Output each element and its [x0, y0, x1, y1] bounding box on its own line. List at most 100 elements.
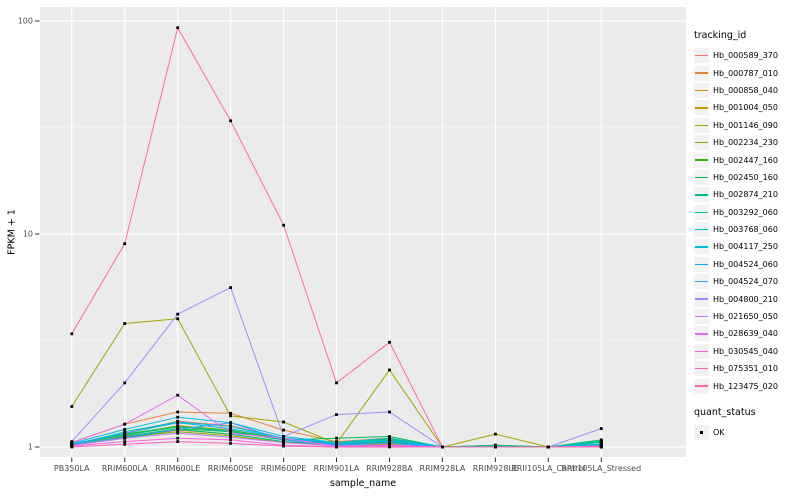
data-point	[229, 414, 232, 418]
data-point	[388, 410, 391, 414]
data-point	[176, 312, 180, 316]
legend-item-label: Hb_030545_040	[713, 346, 778, 356]
legend-key	[694, 361, 709, 377]
legend-item-Hb_004117_250: Hb_004117_250	[694, 238, 798, 255]
legend-item-Hb_001146_090: Hb_001146_090	[694, 117, 798, 134]
data-point	[123, 242, 127, 246]
legend-item-Hb_000589_370: Hb_000589_370	[694, 47, 798, 64]
legend-swatch-line	[695, 228, 708, 231]
legend-key	[694, 65, 709, 81]
legend-swatch-line	[695, 107, 708, 109]
legend-key	[694, 326, 709, 342]
legend-swatch-line	[695, 246, 708, 248]
legend-title-quant-status: quant_status	[694, 406, 756, 418]
legend-swatch-line	[695, 350, 708, 353]
data-point	[335, 441, 338, 444]
data-point	[70, 405, 74, 408]
data-point	[176, 431, 180, 435]
x-tick-label: RRIM600PE	[260, 464, 307, 473]
data-point	[282, 428, 285, 432]
legend-item-Hb_028639_040: Hb_028639_040	[694, 325, 798, 342]
data-point	[229, 286, 232, 289]
y-tick-label: 10	[22, 229, 33, 239]
data-point	[388, 445, 391, 449]
data-point	[388, 435, 391, 438]
data-point	[229, 429, 232, 433]
data-point	[70, 441, 74, 444]
data-point	[176, 430, 180, 434]
legend-swatch-line	[695, 281, 708, 283]
legend-swatch-line	[695, 194, 708, 196]
legend-item-label: Hb_002234_230	[713, 138, 778, 148]
legend-key	[694, 343, 709, 359]
legend-key	[694, 169, 709, 185]
legend-key	[694, 117, 709, 133]
data-point	[494, 432, 497, 436]
legend-item-label: Hb_000858_040	[713, 85, 778, 95]
data-point	[599, 445, 603, 449]
legend-key	[694, 222, 709, 238]
legend-key-ok	[694, 425, 709, 440]
legend-key	[694, 239, 709, 255]
data-point	[123, 422, 127, 426]
data-point	[176, 436, 180, 440]
legend-swatch-line	[695, 315, 708, 318]
legend-key	[694, 378, 709, 394]
data-point	[335, 413, 338, 416]
legend-title-tracking-id: tracking_id	[694, 30, 747, 41]
panel-background	[40, 7, 686, 457]
data-point	[599, 441, 603, 444]
legend-swatch-line	[695, 298, 708, 300]
data-point	[176, 410, 180, 414]
data-point	[229, 442, 232, 445]
data-point	[176, 421, 180, 425]
data-point	[282, 438, 285, 442]
x-tick-label: PB350LA	[53, 464, 90, 473]
data-point	[599, 439, 603, 443]
legend-item-label: Hb_028639_040	[713, 329, 778, 339]
data-point	[176, 440, 180, 443]
legend-entries: Hb_000589_370 Hb_000787_010 Hb_000858_040 H…	[694, 47, 798, 395]
legend-item-label: Hb_004524_060	[713, 259, 778, 269]
data-point	[335, 445, 338, 449]
data-point	[388, 436, 391, 440]
legend-item-label: Hb_000787_010	[713, 68, 778, 78]
data-point	[229, 425, 232, 428]
data-point	[229, 431, 232, 435]
legend-key	[694, 100, 709, 116]
x-tick-label: RRIM901LA	[313, 464, 360, 473]
data-point	[599, 427, 603, 430]
data-point	[176, 393, 180, 397]
legend-item-Hb_002447_160: Hb_002447_160	[694, 151, 798, 168]
legend-item-ok: OK	[694, 424, 798, 441]
data-point	[335, 381, 338, 385]
legend-item-Hb_003292_060: Hb_003292_060	[694, 204, 798, 221]
legend-item-label: Hb_002874_210	[713, 190, 778, 200]
x-tick-label: RRII105LA_Stressed	[561, 464, 642, 473]
legend-swatch-line	[695, 54, 708, 57]
legend-item-label: Hb_000589_370	[713, 51, 778, 61]
data-point	[494, 445, 497, 449]
legend-swatch-line	[695, 263, 708, 266]
data-point	[176, 425, 180, 429]
data-point	[282, 436, 285, 440]
x-axis-title: sample_name	[329, 478, 397, 489]
legend-item-label: Hb_001146_090	[713, 120, 778, 130]
legend-key	[694, 274, 709, 290]
legend-swatch-line	[695, 385, 708, 387]
legend-item-Hb_021650_050: Hb_021650_050	[694, 308, 798, 325]
data-point	[388, 368, 391, 372]
data-point	[176, 415, 180, 419]
data-point	[123, 431, 127, 435]
legend-key	[694, 256, 709, 272]
data-point	[229, 434, 232, 438]
data-point	[229, 435, 232, 439]
legend-item-label: Hb_021650_050	[713, 312, 778, 322]
legend: tracking_id Hb_000589_370 Hb_000787_010 Hb…	[694, 30, 798, 441]
data-point	[282, 420, 285, 424]
data-point	[282, 223, 285, 227]
legend-item-Hb_002874_210: Hb_002874_210	[694, 186, 798, 203]
legend-swatch-line	[695, 124, 708, 126]
legend-item-Hb_001004_050: Hb_001004_050	[694, 99, 798, 116]
